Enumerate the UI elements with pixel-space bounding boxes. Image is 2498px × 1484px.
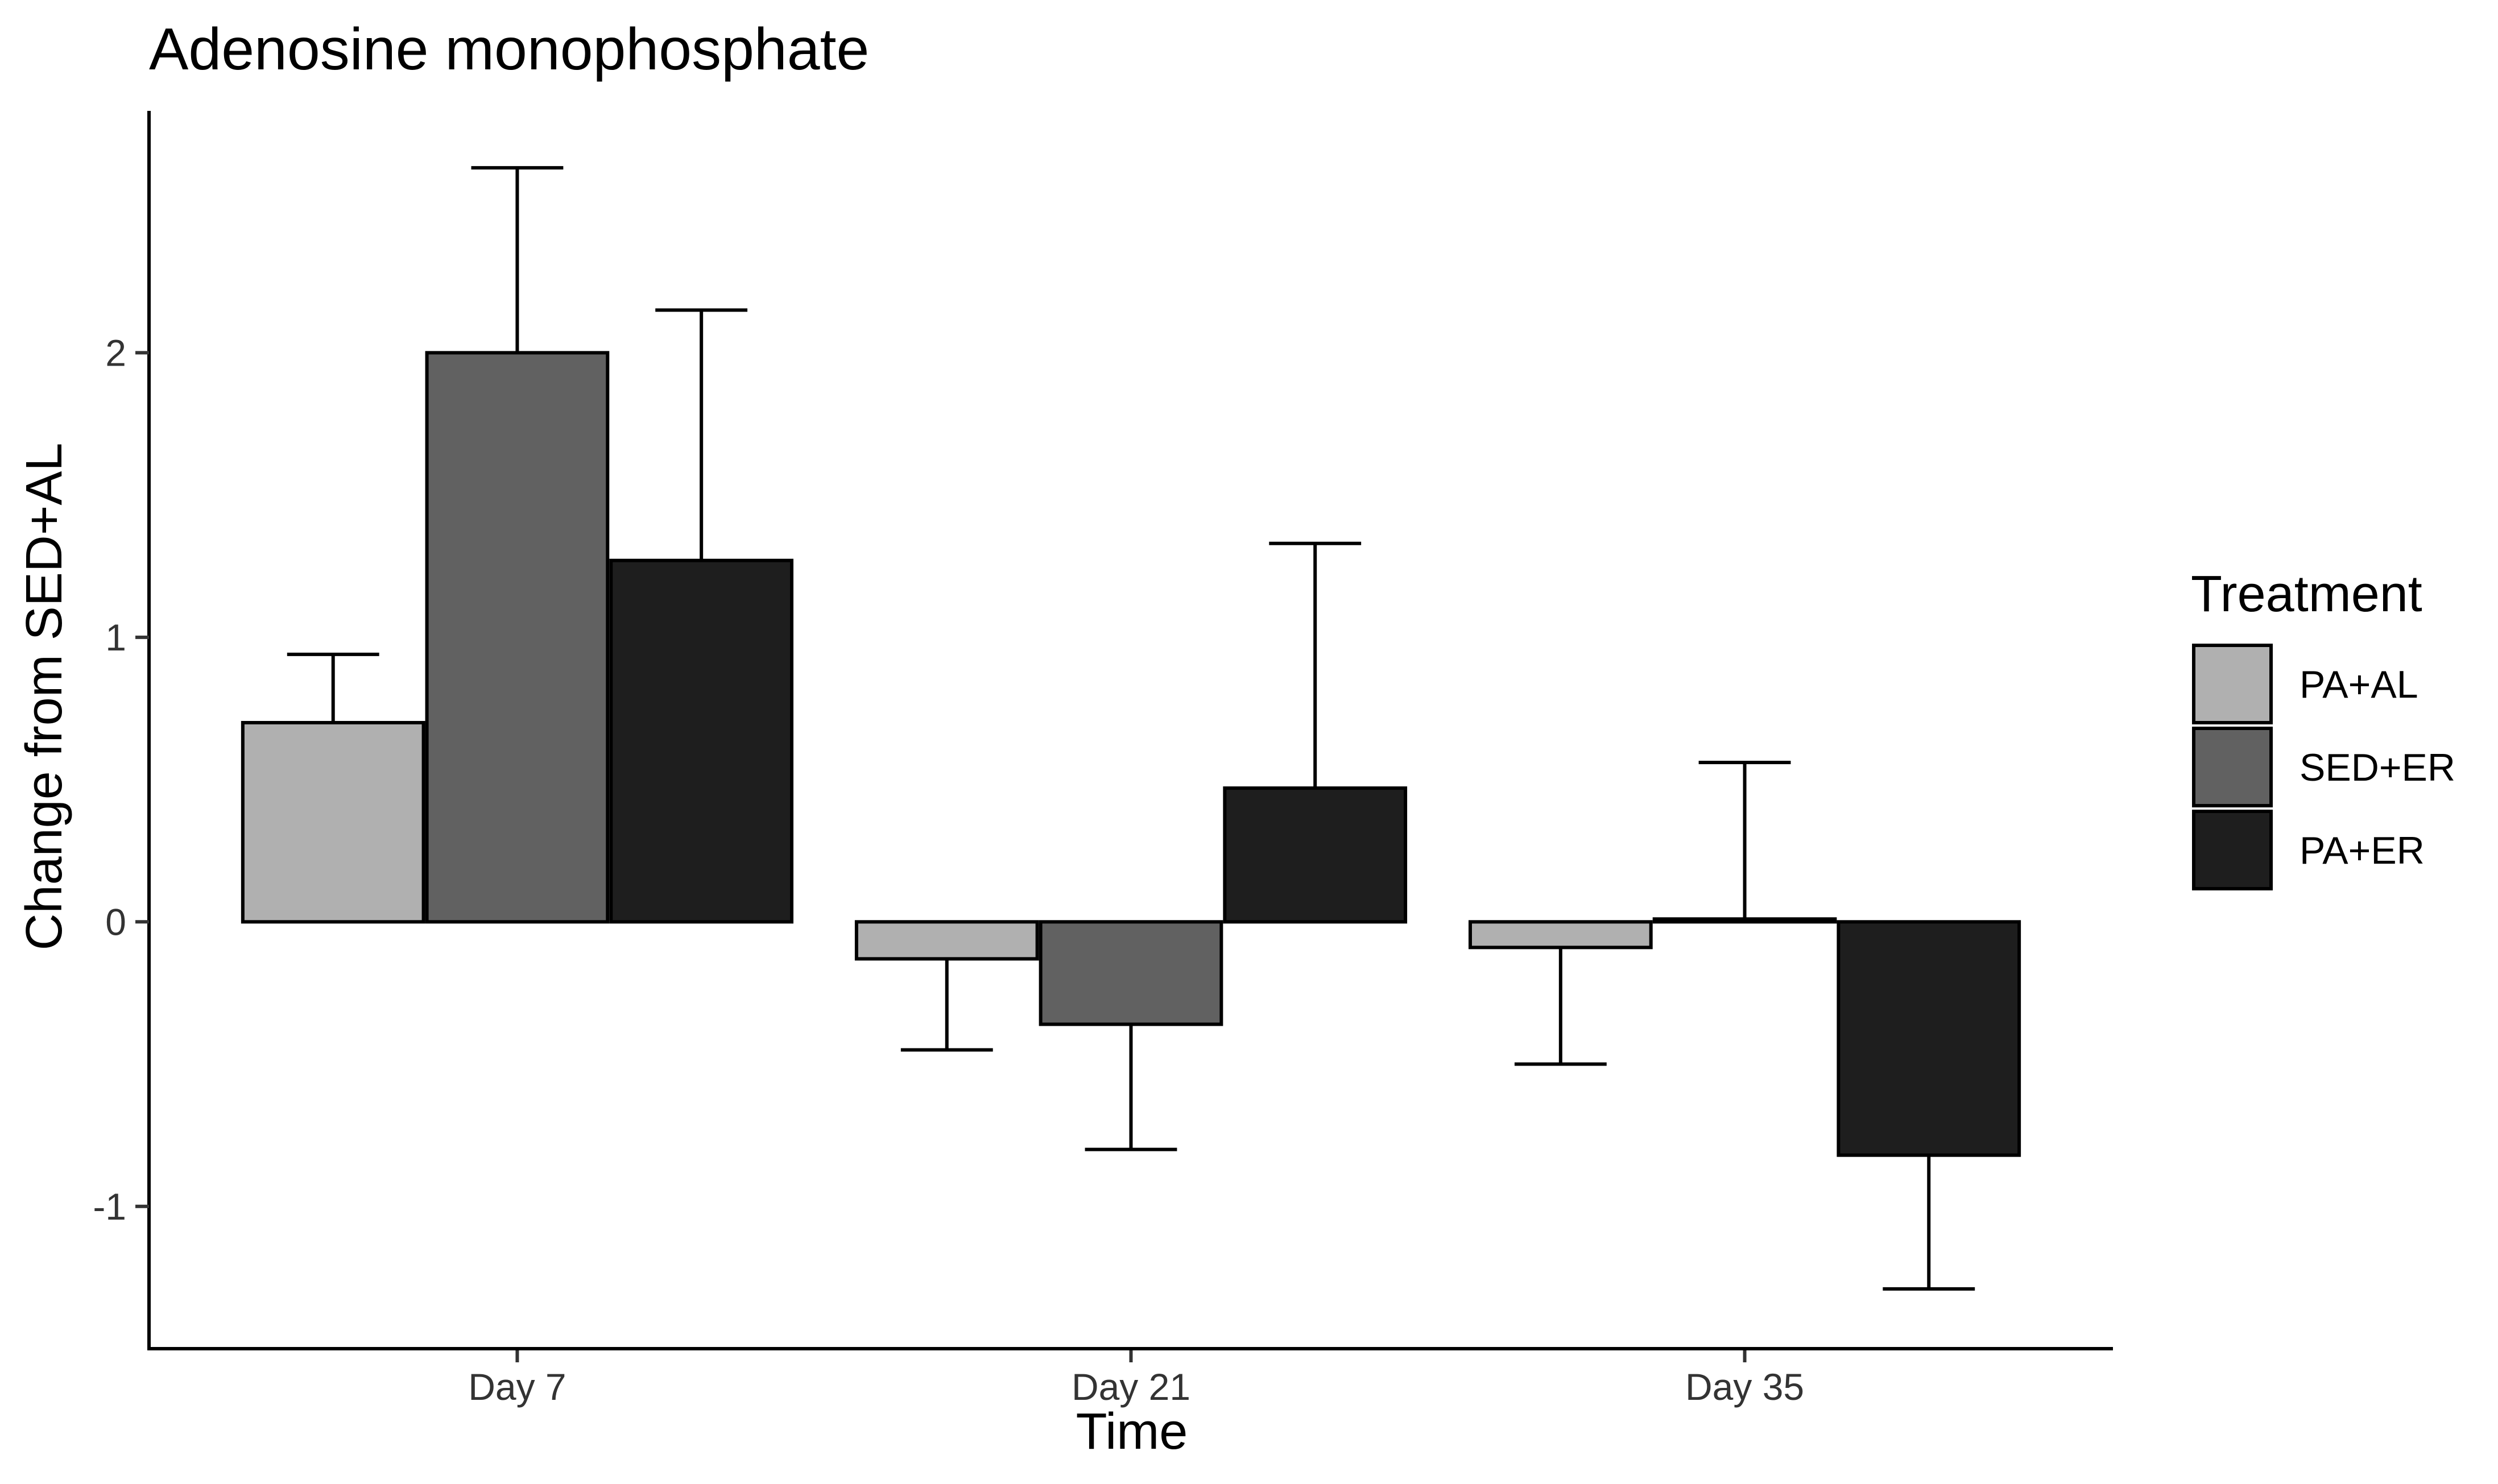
bar-SED+ER-Day 35	[1652, 917, 1837, 924]
bar-PA+AL-Day 21	[854, 920, 1039, 961]
x-tick-label: Day 21	[1072, 1366, 1190, 1408]
y-tick-label: 1	[105, 616, 126, 658]
bar-PA+ER-Day 21	[1223, 786, 1408, 924]
x-tick-label: Day 7	[468, 1366, 566, 1408]
chart-title: Adenosine monophosphate	[149, 16, 869, 82]
x-axis-title: Time	[1076, 1403, 1188, 1460]
bar-SED+ER-Day 7	[425, 351, 610, 924]
legend: Treatment PA+AL SED+ER PA+ER	[2191, 566, 2455, 890]
y-axis: -1 0 1 2	[93, 111, 151, 1350]
y-tick-label: -1	[93, 1185, 126, 1228]
legend-key-SED+ER	[2192, 727, 2273, 807]
legend-title: Treatment	[2191, 566, 2422, 623]
y-tick-label: 2	[105, 331, 126, 374]
bar-SED+ER-Day 21	[1039, 920, 1223, 1026]
x-axis: Day 7 Day 21 Day 35	[147, 1347, 2113, 1408]
legend-key-PA+ER	[2192, 810, 2273, 890]
bar-PA+AL-Day 7	[241, 720, 425, 924]
legend-label-PA+ER: PA+ER	[2300, 829, 2425, 872]
legend-label-PA+AL: PA+AL	[2300, 663, 2418, 706]
bar-PA+ER-Day 7	[609, 558, 794, 924]
legend-key-PA+AL	[2192, 644, 2273, 724]
y-tick-label: 0	[105, 901, 126, 943]
bar-PA+AL-Day 35	[1468, 920, 1653, 950]
bar-PA+ER-Day 35	[1837, 920, 2021, 1157]
legend-label-SED+ER: SED+ER	[2300, 746, 2455, 789]
plot-area	[241, 166, 2021, 1291]
y-axis-title: Change from SED+AL	[16, 443, 73, 951]
x-tick-label: Day 35	[1685, 1366, 1804, 1408]
